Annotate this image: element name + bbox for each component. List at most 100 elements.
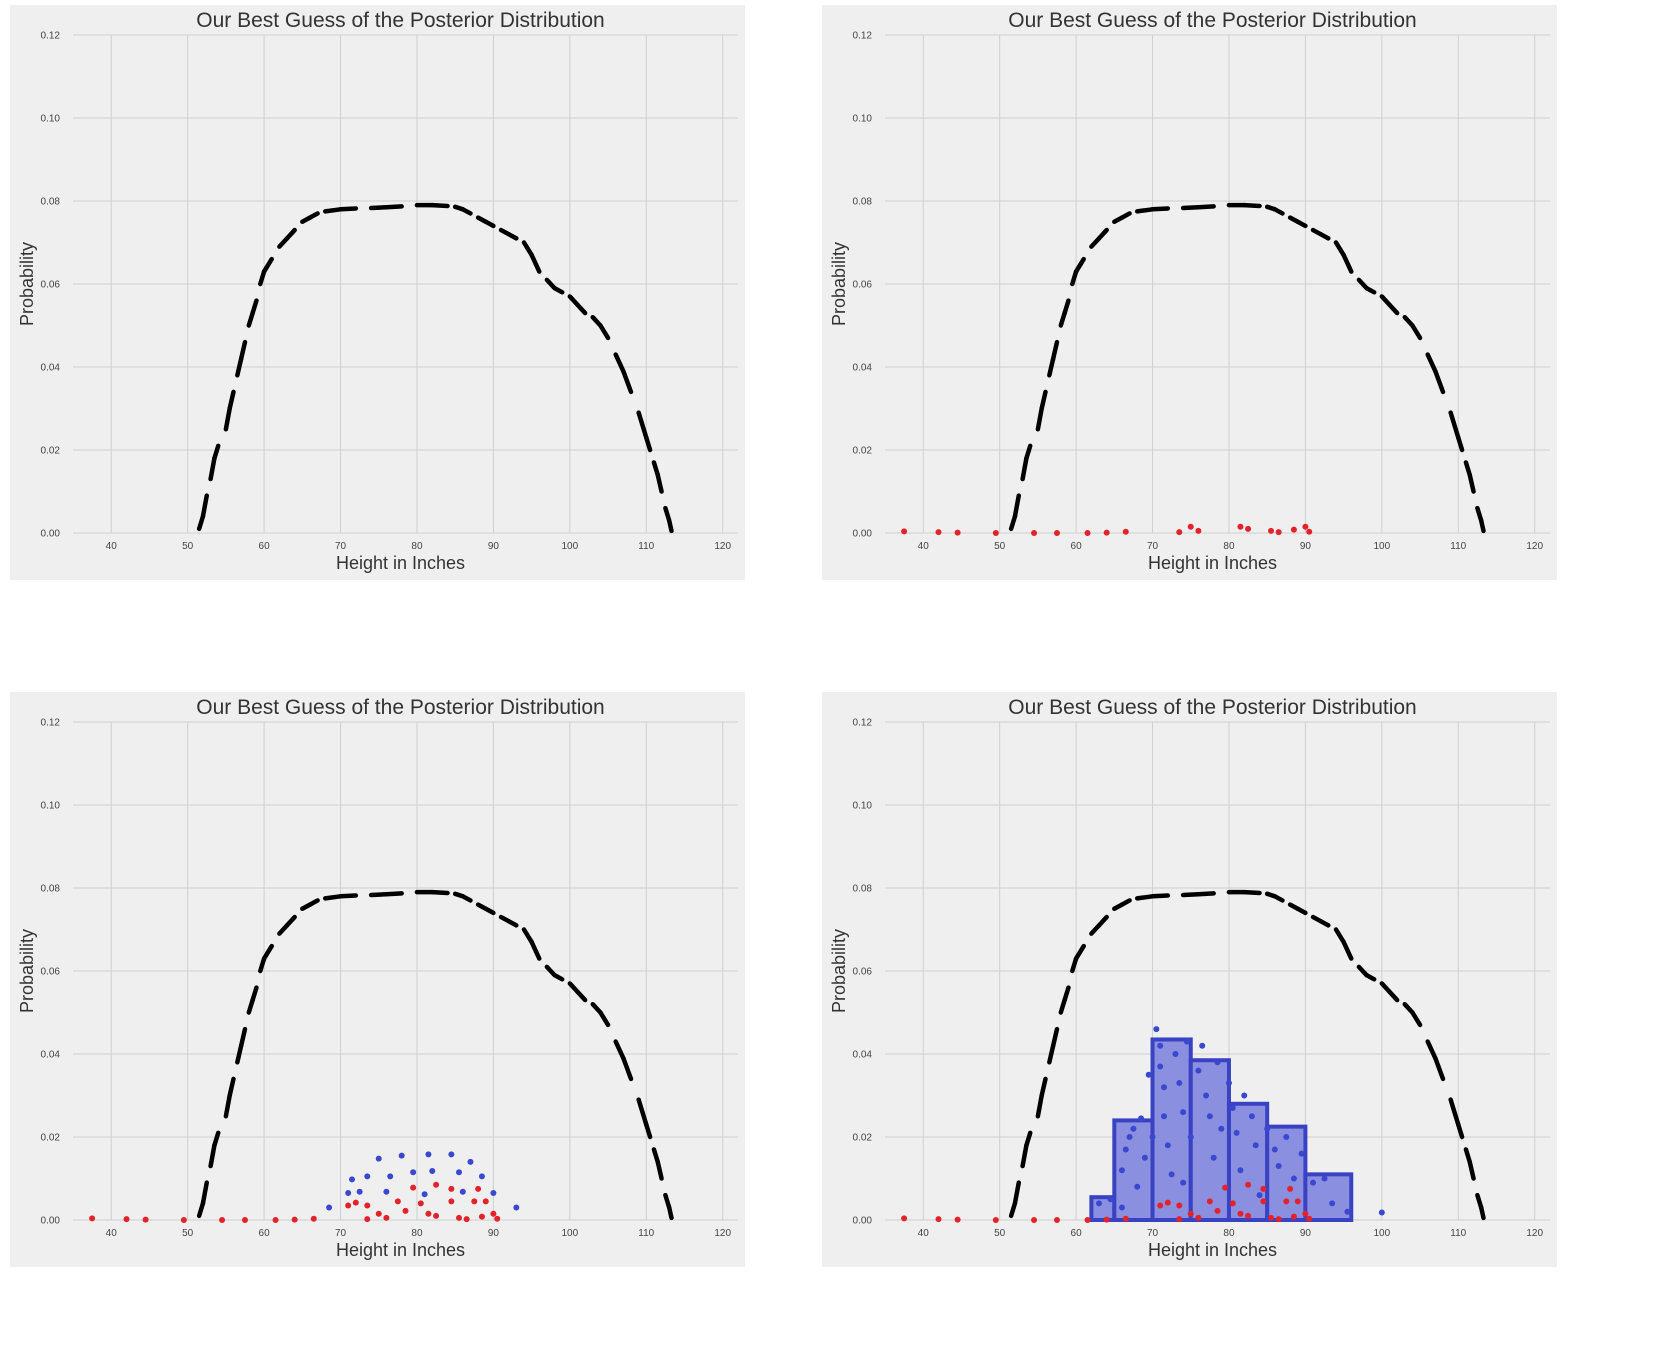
blue-point (1241, 1092, 1248, 1099)
x-tick-label: 70 (1147, 1228, 1159, 1239)
y-tick-label: 0.02 (853, 446, 873, 457)
red-point (1245, 1212, 1252, 1219)
curve-segment (1425, 352, 1438, 374)
curve-segment (552, 285, 565, 295)
blue-point (1206, 1113, 1213, 1120)
red-point (1031, 1217, 1038, 1223)
y-axis-label: Probability (17, 929, 37, 1013)
plot-background (822, 5, 1557, 580)
blue-point (1180, 1109, 1187, 1116)
blue-point (1233, 1129, 1240, 1136)
blue-point (1321, 1175, 1328, 1182)
blue-point (1168, 1171, 1175, 1178)
blue-point (448, 1151, 455, 1158)
red-point (1245, 1181, 1252, 1188)
red-point (180, 1217, 187, 1223)
curve-segment (368, 891, 389, 898)
curve-segment (1364, 285, 1377, 295)
curve-segment (1410, 323, 1423, 341)
blue-point (1183, 1038, 1190, 1045)
red-point (954, 1216, 961, 1223)
posterior-curve (196, 889, 674, 1221)
y-tick-label: 0.06 (41, 967, 61, 978)
red-point (494, 1215, 501, 1222)
x-tick-label: 120 (1526, 1228, 1543, 1239)
curve-segment (1012, 493, 1022, 519)
x-axis-label: Height in Inches (336, 553, 465, 573)
curve-segment (460, 207, 473, 216)
blue-point (1218, 1125, 1225, 1132)
curve-segment (1024, 443, 1033, 461)
red-point (1283, 1198, 1290, 1205)
x-tick-label: 110 (1450, 541, 1466, 552)
red-point (1122, 1215, 1129, 1222)
blue-point (1187, 1134, 1194, 1140)
red-point (89, 1215, 96, 1222)
red-point (992, 530, 999, 536)
y-tick-label: 0.08 (853, 197, 873, 208)
blue-point (1203, 1092, 1210, 1099)
y-tick-label: 0.08 (853, 884, 873, 895)
x-tick-label: 60 (1071, 1228, 1083, 1239)
curve-segment (1467, 1159, 1476, 1181)
x-tick-label: 90 (1300, 1228, 1312, 1239)
red-point (433, 1181, 440, 1188)
red-point (478, 1213, 485, 1220)
blue-point (1160, 1113, 1167, 1120)
blue-point (1252, 1142, 1259, 1149)
curve-segment (644, 1122, 653, 1140)
x-tick-label: 50 (994, 1228, 1006, 1239)
x-tick-label: 40 (106, 541, 118, 552)
blue-point (429, 1168, 436, 1175)
curve-segment (1134, 894, 1155, 901)
curve-segment (1050, 339, 1060, 361)
red-point (1245, 525, 1252, 532)
blue-point (375, 1155, 382, 1162)
curve-segment (200, 1180, 210, 1206)
curve-segment (575, 989, 588, 1003)
x-tick-label: 90 (488, 1228, 500, 1239)
red-points (901, 1181, 1313, 1223)
blue-point (1107, 1196, 1114, 1203)
red-point (1176, 529, 1183, 536)
red-point (1222, 1184, 1229, 1191)
curve-segment (430, 202, 450, 209)
curve-segment (529, 252, 542, 274)
blue-point (1271, 1146, 1278, 1153)
blue-point (1229, 1104, 1236, 1111)
red-point (1237, 1210, 1244, 1217)
gridlines (885, 34, 1550, 534)
curve-segment (238, 1026, 248, 1048)
blue-point (410, 1169, 417, 1176)
curve-segment (1150, 206, 1171, 212)
curve-segment (460, 894, 473, 903)
x-tick-label: 40 (106, 1228, 118, 1239)
x-tick-label: 70 (335, 1228, 347, 1239)
x-tick-label: 120 (714, 541, 731, 552)
x-tick-label: 50 (182, 1228, 194, 1239)
x-tick-label: 120 (714, 1228, 731, 1239)
x-tick-label: 70 (335, 541, 347, 552)
x-tick-label: 80 (1223, 1228, 1235, 1239)
curve-segment (1035, 406, 1044, 432)
y-tick-label: 0.02 (41, 1133, 61, 1144)
curve-segment (238, 339, 248, 361)
posterior-curve (1008, 202, 1486, 534)
curve-segment (1180, 204, 1201, 211)
y-tick-label: 0.10 (853, 114, 873, 125)
x-axis-label: Height in Inches (1148, 1240, 1277, 1260)
red-point (345, 1202, 352, 1209)
red-point (219, 1217, 226, 1223)
x-tick-label: 50 (182, 541, 194, 552)
blue-point (425, 1151, 432, 1158)
red-point (1157, 1202, 1164, 1209)
blue-point (1283, 1134, 1290, 1140)
x-tick-label: 120 (1526, 541, 1543, 552)
blue-point (1096, 1200, 1103, 1207)
red-point (1290, 526, 1297, 533)
curve-segment (1196, 891, 1216, 897)
histogram (1089, 1037, 1354, 1223)
histogram-bar (1188, 1058, 1231, 1222)
y-tick-label: 0.06 (853, 280, 873, 291)
curve-segment (261, 943, 274, 961)
